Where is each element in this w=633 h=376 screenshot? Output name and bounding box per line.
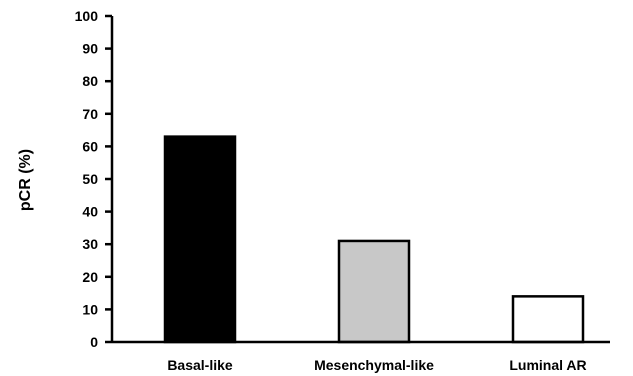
x-category-label: Mesenchymal-like bbox=[314, 357, 434, 373]
y-tick-label: 80 bbox=[82, 73, 98, 89]
y-tick-label: 50 bbox=[82, 171, 98, 187]
y-axis-title: pCR (%) bbox=[17, 149, 34, 211]
y-tick-label: 90 bbox=[82, 41, 98, 57]
bar-mesenchymal-like bbox=[337, 239, 411, 344]
y-tick-label: 30 bbox=[82, 236, 98, 252]
y-tick-label: 0 bbox=[90, 334, 98, 350]
y-tick-label: 60 bbox=[82, 138, 98, 154]
y-tick-label: 10 bbox=[82, 301, 98, 317]
bar-luminal-ar bbox=[511, 295, 585, 344]
bars bbox=[163, 135, 585, 344]
y-tick-label: 70 bbox=[82, 106, 98, 122]
bar-basal-like bbox=[163, 135, 237, 344]
x-category-label: Luminal AR bbox=[509, 357, 586, 373]
y-axis: 0 10 20 30 40 50 60 70 80 90 100 bbox=[75, 8, 114, 350]
y-tick-label: 40 bbox=[82, 204, 98, 220]
y-tick-label: 100 bbox=[75, 8, 99, 24]
x-category-label: Basal-like bbox=[167, 357, 233, 373]
y-axis-title-group: pCR (%) bbox=[17, 149, 34, 211]
x-axis: Basal-like Mesenchymal-like Luminal AR bbox=[112, 340, 610, 373]
y-tick-label: 20 bbox=[82, 269, 98, 285]
